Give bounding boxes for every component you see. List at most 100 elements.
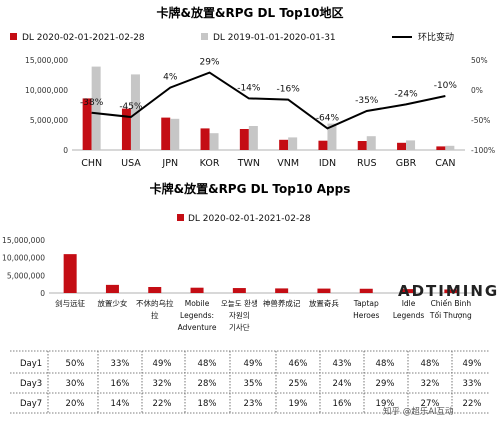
table-cell: 27% bbox=[421, 399, 440, 409]
table-row-day: Day3 bbox=[20, 379, 42, 389]
chart2-category-label: 放置奇兵 bbox=[309, 298, 339, 308]
chart2-bar bbox=[444, 289, 458, 293]
table-cell: 19% bbox=[289, 399, 308, 409]
chart1-change-label: 29% bbox=[200, 58, 220, 68]
chart1-change-line bbox=[91, 71, 446, 130]
chart2-legend-swatch bbox=[177, 214, 184, 221]
chart1-bar-dl-2020 bbox=[318, 140, 328, 150]
chart1-bar-dl-2020 bbox=[397, 142, 407, 150]
chart1-change-label: -64% bbox=[316, 113, 340, 123]
chart2-category-label: 자원의 bbox=[229, 310, 250, 320]
chart2-category-label: 神兽养成记 bbox=[263, 298, 301, 308]
table-cell: 16% bbox=[333, 399, 352, 409]
legend-label-change: 环比变动 bbox=[418, 31, 454, 43]
chart2-category-label: Idle bbox=[402, 299, 416, 308]
table-cell: 22% bbox=[463, 399, 482, 409]
table-cell: 43% bbox=[333, 359, 352, 369]
table-cell: 25% bbox=[289, 379, 308, 389]
chart1-bar-dl-2019 bbox=[288, 137, 298, 150]
chart1-category-label: VNM bbox=[277, 158, 299, 169]
legend-swatch-dl-2020 bbox=[10, 33, 17, 40]
chart2-bar bbox=[105, 284, 119, 293]
table-cell: 49% bbox=[463, 359, 482, 369]
chart1-category-label: CAN bbox=[435, 158, 455, 169]
chart2-bar bbox=[317, 288, 331, 293]
table-cell: 48% bbox=[198, 359, 217, 369]
chart1-bar-dl-2020 bbox=[200, 128, 210, 150]
table-cell: 50% bbox=[66, 359, 85, 369]
chart1-change-label: -16% bbox=[277, 85, 301, 95]
chart2-ytick: 15,000,000 bbox=[2, 236, 45, 245]
chart1-change-label: -45% bbox=[119, 102, 143, 112]
chart1-bar-dl-2019 bbox=[170, 118, 180, 150]
chart2-category-label: 剑与远征 bbox=[55, 298, 85, 308]
chart1-bar-dl-2019 bbox=[445, 145, 455, 150]
chart2-category-label: 오늘도 환생 bbox=[221, 298, 258, 308]
chart2-category-label: 放置少女 bbox=[97, 298, 127, 308]
chart1-bar-dl-2020 bbox=[279, 139, 289, 150]
chart1-change-label: -38% bbox=[80, 98, 104, 108]
chart1-change-label: -24% bbox=[394, 89, 418, 99]
chart2-ytick: 10,000,000 bbox=[2, 254, 45, 263]
chart1-bar-dl-2020 bbox=[436, 146, 446, 150]
chart1-bar-dl-2019 bbox=[209, 133, 219, 150]
chart1-bar-dl-2020 bbox=[357, 141, 367, 150]
chart1-bar-dl-2019 bbox=[248, 126, 258, 150]
chart1-ytick-left: 10,000,000 bbox=[25, 86, 68, 95]
table-cell: 14% bbox=[111, 399, 130, 409]
table-cell: 30% bbox=[66, 379, 85, 389]
table-cell: 33% bbox=[111, 359, 130, 369]
chart1-category-label: JPN bbox=[161, 158, 178, 169]
table-cell: 18% bbox=[198, 399, 217, 409]
chart1-ytick-right: -100% bbox=[471, 146, 495, 155]
chart1-ytick-left: 15,000,000 bbox=[25, 56, 68, 65]
chart1-bar-dl-2019 bbox=[366, 136, 376, 150]
chart1-bar-dl-2020 bbox=[121, 108, 131, 150]
table-cell: 48% bbox=[421, 359, 440, 369]
chart1-change-label: -10% bbox=[434, 81, 458, 91]
chart1-category-label: KOR bbox=[200, 158, 220, 169]
table-cell: 16% bbox=[111, 379, 130, 389]
legend-swatch-dl-2019 bbox=[201, 33, 208, 40]
table-row-day: Day7 bbox=[20, 399, 42, 409]
chart2-category-label: 기사단 bbox=[229, 322, 250, 332]
legend-label-dl-2020: DL 2020-02-01-2021-02-28 bbox=[22, 33, 145, 43]
chart2-ytick: 5,000,000 bbox=[7, 271, 45, 280]
table-cell: 23% bbox=[244, 399, 263, 409]
chart2-category-label: Chiến Binh bbox=[431, 299, 472, 308]
chart1-bar-dl-2020 bbox=[161, 117, 171, 150]
table-cell: 33% bbox=[463, 379, 482, 389]
chart1-category-label: CHN bbox=[81, 158, 102, 169]
table-row-day: Day1 bbox=[20, 359, 42, 369]
chart2-bar bbox=[359, 288, 373, 293]
chart1-change-label: -35% bbox=[355, 96, 379, 106]
chart1-legend: DL 2020-02-01-2021-02-28 DL 2019-01-01-2… bbox=[10, 31, 454, 43]
chart1-category-label: GBR bbox=[396, 158, 417, 169]
chart2-bars bbox=[63, 254, 458, 293]
chart1-bars bbox=[82, 66, 455, 150]
chart1-bar-dl-2020 bbox=[239, 129, 249, 150]
chart2-title: 卡牌&放置&RPG DL Top10 Apps bbox=[150, 181, 351, 196]
chart1-right-axis: 50% 0% -50% -100% bbox=[471, 56, 495, 155]
chart2-category-label: Legends bbox=[393, 311, 425, 320]
chart1-change-labels: -38% -45% 4% 29% -14% -16% -64% -35% -24% -10% bbox=[80, 58, 457, 124]
chart1-bar-dl-2019 bbox=[327, 123, 337, 150]
chart2-bar bbox=[275, 288, 289, 293]
chart1-category-labels: CHN USA JPN KOR TWN VNM IDN RUS GBR CAN bbox=[81, 158, 455, 169]
chart1-ytick-right: 0% bbox=[471, 86, 483, 95]
chart2-category-label: 不休的乌拉 bbox=[136, 298, 174, 308]
table-cell: 22% bbox=[153, 399, 172, 409]
chart2-legend-label: DL 2020-02-01-2021-02-28 bbox=[188, 214, 311, 224]
table-cell: 48% bbox=[376, 359, 395, 369]
chart2-category-label: Heroes bbox=[353, 311, 379, 320]
chart1-category-label: IDN bbox=[319, 158, 336, 169]
chart1-change-label: 4% bbox=[163, 73, 178, 83]
chart2-category-label: 拉 bbox=[151, 310, 159, 320]
table-cell: 20% bbox=[66, 399, 85, 409]
chart2-category-label: Tối Thượng bbox=[429, 311, 472, 320]
chart1-ytick-left: 0 bbox=[63, 146, 68, 155]
chart2-category-label: Adventure bbox=[178, 323, 217, 332]
chart2-bar bbox=[402, 289, 416, 293]
